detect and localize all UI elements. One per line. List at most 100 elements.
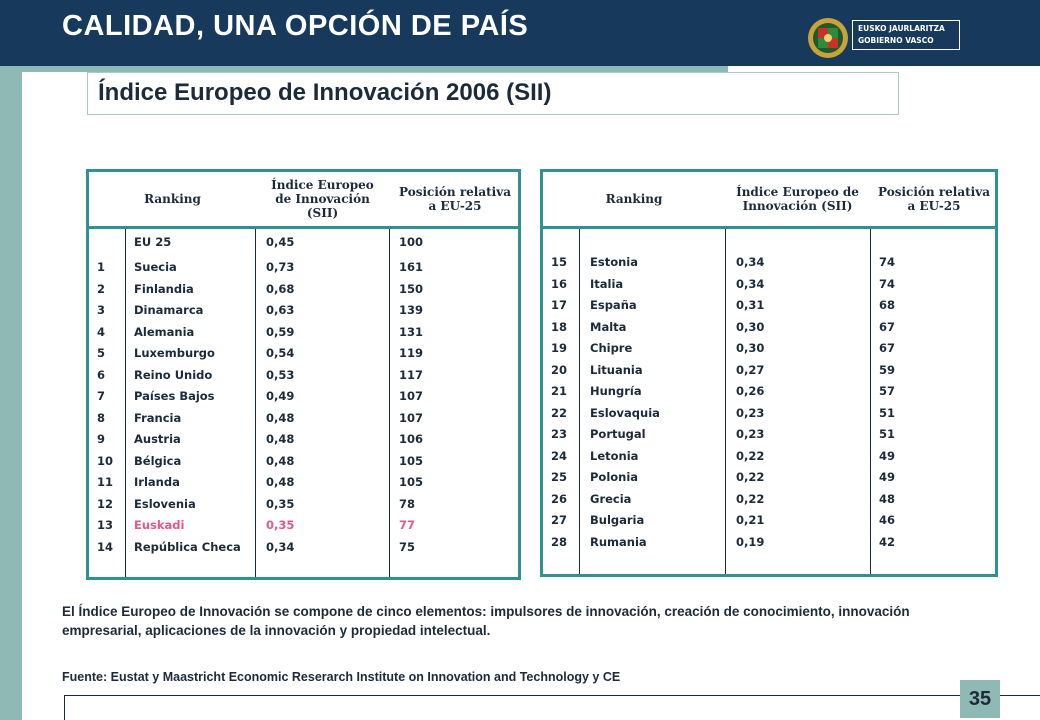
position-value: 105 [399, 475, 424, 489]
rank-number: 20 [551, 362, 568, 377]
position-value: 107 [399, 389, 424, 403]
index-value: 0,19 [736, 534, 765, 549]
index-value: 0,48 [266, 410, 295, 425]
position-value: 75 [399, 539, 416, 554]
position-value: 119 [399, 346, 424, 360]
index-value: 0,23 [736, 427, 765, 441]
rank-number: 16 [551, 276, 568, 291]
table-header: Ranking Índice Europeo de Innovación (SI… [543, 172, 995, 229]
rank-number: 10 [97, 453, 114, 468]
country-name: Francia [134, 410, 182, 425]
table-header: Ranking Índice Europeo de Innovación (SI… [89, 172, 518, 229]
position-value: 49 [879, 470, 896, 484]
footnote-text: El Índice Europeo de Innovación se compo… [62, 604, 910, 638]
coat-of-arms-icon [808, 18, 848, 58]
country-name: Portugal [590, 427, 646, 441]
rank-number: 7 [97, 389, 106, 403]
position-value: 161 [399, 260, 424, 274]
country-name: Austria [134, 432, 181, 446]
rank-number: 14 [97, 539, 114, 554]
country-name: Hungría [590, 384, 642, 398]
index-value: 0,34 [266, 539, 295, 554]
rank-number: 2 [97, 281, 106, 296]
index-value: 0,21 [736, 513, 765, 527]
position-value: 74 [879, 255, 896, 269]
rank-number: 4 [97, 324, 106, 339]
position-value: 74 [879, 276, 896, 291]
index-value: 0,22 [736, 470, 765, 484]
logo-line-2: GOBIERNO VASCO [858, 36, 934, 45]
position-value: 131 [399, 324, 424, 339]
position-value: 59 [879, 362, 896, 377]
position-value: 78 [399, 496, 416, 511]
position-value: 46 [879, 513, 896, 527]
header-index: Índice Europeo de Innovación (SII) [736, 185, 859, 213]
rank-number: 22 [551, 405, 568, 420]
country-name: Estonia [590, 255, 638, 269]
position-value: 117 [399, 367, 424, 382]
rank-number: 12 [97, 496, 114, 511]
logo-line-1: EUSKO JAURLARITZA [858, 24, 945, 33]
rank-number: 15 [551, 255, 568, 269]
position-value: 77 [399, 518, 416, 532]
index-value: 0,26 [736, 384, 765, 398]
rank-number: 25 [551, 470, 568, 484]
eu25-position: 100 [399, 235, 424, 249]
position-value: 49 [879, 448, 896, 463]
country-name: Alemania [134, 324, 195, 339]
position-value: 42 [879, 534, 896, 549]
page-number: 35 [960, 680, 1000, 718]
position-value: 150 [399, 281, 424, 296]
country-name: Países Bajos [134, 389, 215, 403]
position-value: 139 [399, 303, 424, 317]
position-value: 67 [879, 341, 896, 355]
index-value: 0,54 [266, 346, 295, 360]
index-value: 0,35 [266, 496, 295, 511]
country-name: Dinamarca [134, 303, 204, 317]
country-name: Bulgaria [590, 513, 645, 527]
rank-number: 17 [551, 298, 568, 312]
bottom-divider [64, 695, 1040, 696]
source-text: Fuente: Eustat y Maastricht Economic Res… [62, 670, 621, 684]
country-name: Letonia [590, 448, 639, 463]
rank-number: 27 [551, 513, 568, 527]
index-value: 0,49 [266, 389, 295, 403]
country-name: Eslovenia [134, 496, 196, 511]
index-value: 0,22 [736, 491, 765, 506]
position-value: 107 [399, 410, 424, 425]
country-name: Bélgica [134, 453, 182, 468]
header-position: Posición relativa a EU-25 [399, 185, 511, 213]
country-name: Suecia [134, 260, 177, 274]
index-value: 0,27 [736, 362, 765, 377]
rank-number: 19 [551, 341, 568, 355]
country-name: Reino Unido [134, 367, 213, 382]
index-value: 0,23 [736, 405, 765, 420]
rank-number: 1 [97, 260, 106, 274]
position-value: 51 [879, 427, 896, 441]
rank-number: 3 [97, 303, 106, 317]
country-name: Irlanda [134, 475, 180, 489]
position-value: 105 [399, 453, 424, 468]
rank-number: 21 [551, 384, 568, 398]
index-value: 0,34 [736, 255, 765, 269]
ranking-table-right: Ranking Índice Europeo de Innovación (SI… [540, 169, 998, 577]
eu25-country: EU 25 [134, 235, 172, 249]
country-name: España [590, 298, 637, 312]
country-name: Eslovaquia [590, 405, 660, 420]
gobierno-vasco-logo: EUSKO JAURLARITZA GOBIERNO VASCO [806, 16, 962, 58]
subtitle-box: Índice Europeo de Innovación 2006 (SII) [87, 72, 899, 115]
index-value: 0,48 [266, 432, 295, 446]
index-value: 0,30 [736, 341, 765, 355]
country-name: Chipre [590, 341, 633, 355]
column-divider [125, 229, 126, 577]
column-divider [579, 229, 580, 574]
rank-number: 18 [551, 319, 568, 334]
index-value: 0,30 [736, 319, 765, 334]
column-divider [870, 229, 871, 574]
rank-number: 26 [551, 491, 568, 506]
position-value: 48 [879, 491, 896, 506]
country-name: Lituania [590, 362, 643, 377]
header-bar: CALIDAD, UNA OPCIÓN DE PAÍS EUSKO JAURLA… [0, 0, 1040, 66]
header-index: Índice Europeo de Innovación (SII) [271, 178, 374, 220]
index-value: 0,31 [736, 298, 765, 312]
